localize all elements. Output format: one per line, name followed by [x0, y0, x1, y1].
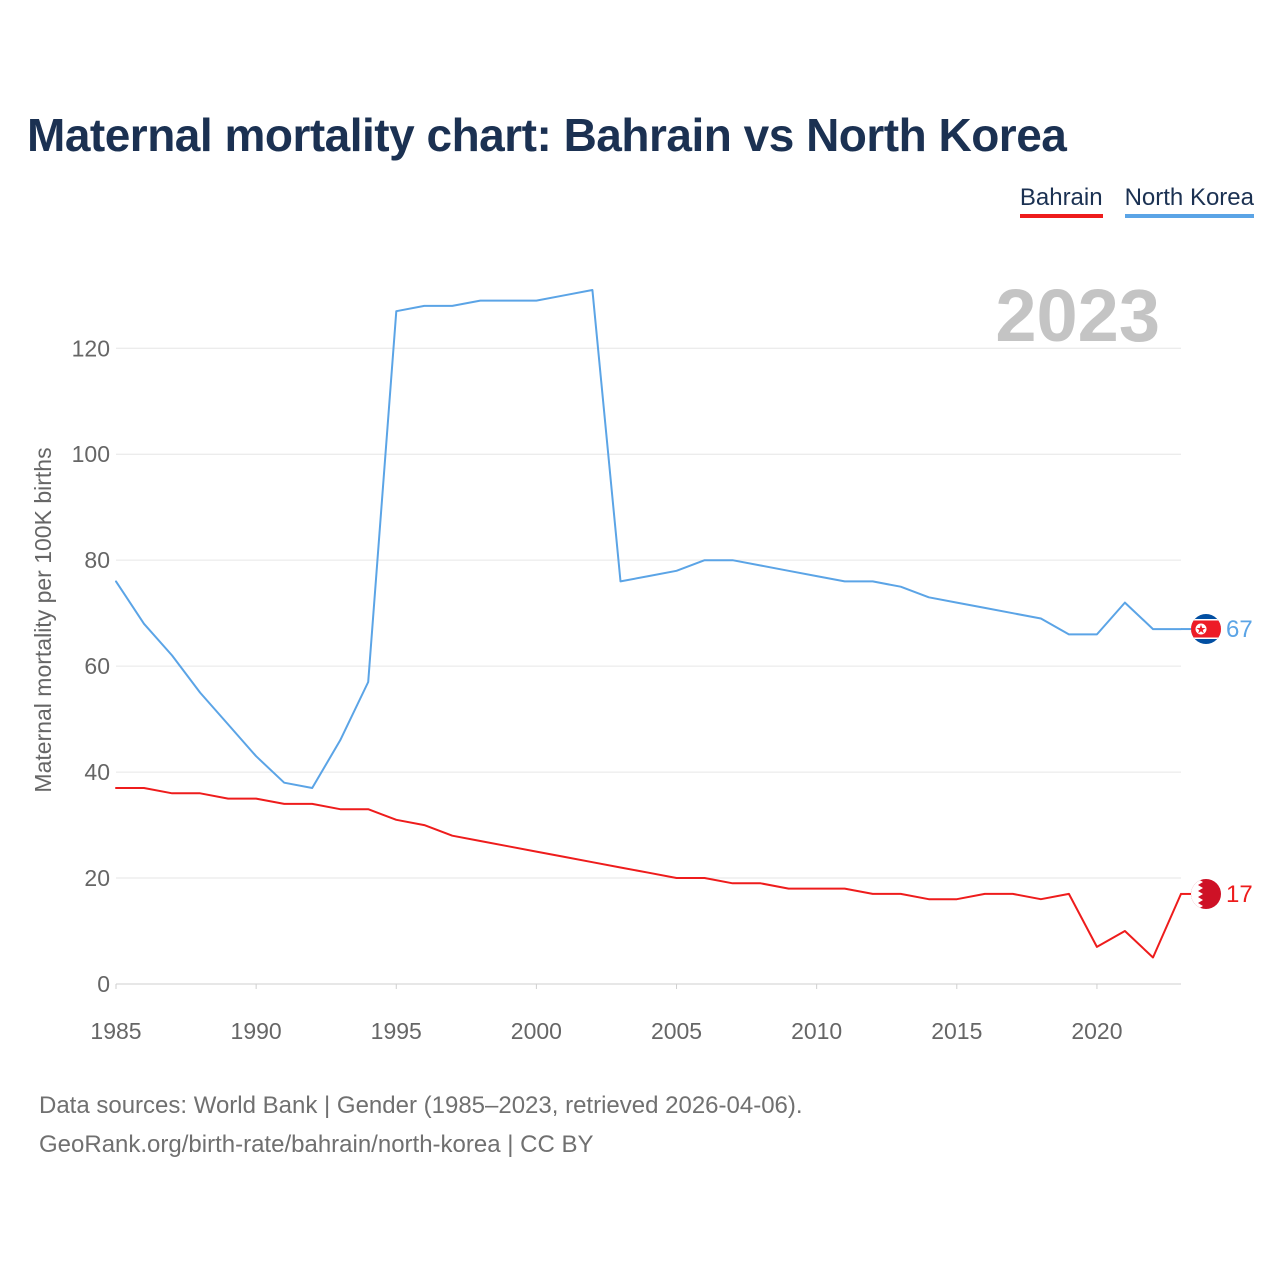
y-tick-label: 80	[84, 547, 110, 573]
end-label-bahrain: 17	[1226, 881, 1253, 908]
x-tick-label: 2010	[791, 1018, 842, 1044]
y-tick-label: 120	[72, 335, 110, 361]
chart-title: Maternal mortality chart: Bahrain vs Nor…	[27, 109, 1067, 161]
x-tick-label: 1990	[231, 1018, 282, 1044]
x-tick-label: 2020	[1071, 1018, 1122, 1044]
series-line-bahrain	[115, 787, 1182, 959]
x-tick-label: 1995	[371, 1018, 422, 1044]
legend-item-north-korea[interactable]: North Korea	[1124, 184, 1254, 218]
line-chart: 0 20 40 60 80 100 120 1985 1990 1995 2000 2005 2010 2…	[30, 274, 1253, 1044]
x-tick-label: 2015	[931, 1018, 982, 1044]
gridlines	[116, 347, 1181, 985]
footer: Data sources: World Bank | Gender (1985–…	[39, 1086, 803, 1164]
source-url-text[interactable]: GeoRank.org/birth-rate/bahrain/north-kor…	[39, 1131, 594, 1158]
y-tick-label: 60	[84, 653, 110, 679]
legend: Bahrain North Korea	[1019, 184, 1254, 218]
data-source-text: Data sources: World Bank | Gender (1985–…	[39, 1092, 803, 1119]
series-line-north-korea	[115, 289, 1182, 789]
axes: 0 20 40 60 80 100 120 1985 1990 1995 2000 2005 2010 2…	[72, 335, 1123, 1044]
series	[115, 289, 1191, 959]
y-axis-label: Maternal mortality per 100K births	[30, 447, 56, 792]
x-tick-label: 2000	[511, 1018, 562, 1044]
x-tick-label: 2005	[651, 1018, 702, 1044]
year-watermark: 2023	[995, 274, 1160, 357]
y-tick-label: 0	[97, 971, 110, 997]
x-tick-label: 1985	[90, 1018, 141, 1044]
y-tick-label: 100	[72, 441, 110, 467]
end-label-north-korea: 67	[1226, 616, 1253, 643]
bahrain-flag-icon	[1191, 879, 1221, 909]
north-korea-flag-icon	[1191, 614, 1221, 644]
y-tick-label: 20	[84, 865, 110, 891]
y-tick-label: 40	[84, 759, 110, 785]
legend-item-bahrain[interactable]: Bahrain	[1019, 184, 1103, 218]
